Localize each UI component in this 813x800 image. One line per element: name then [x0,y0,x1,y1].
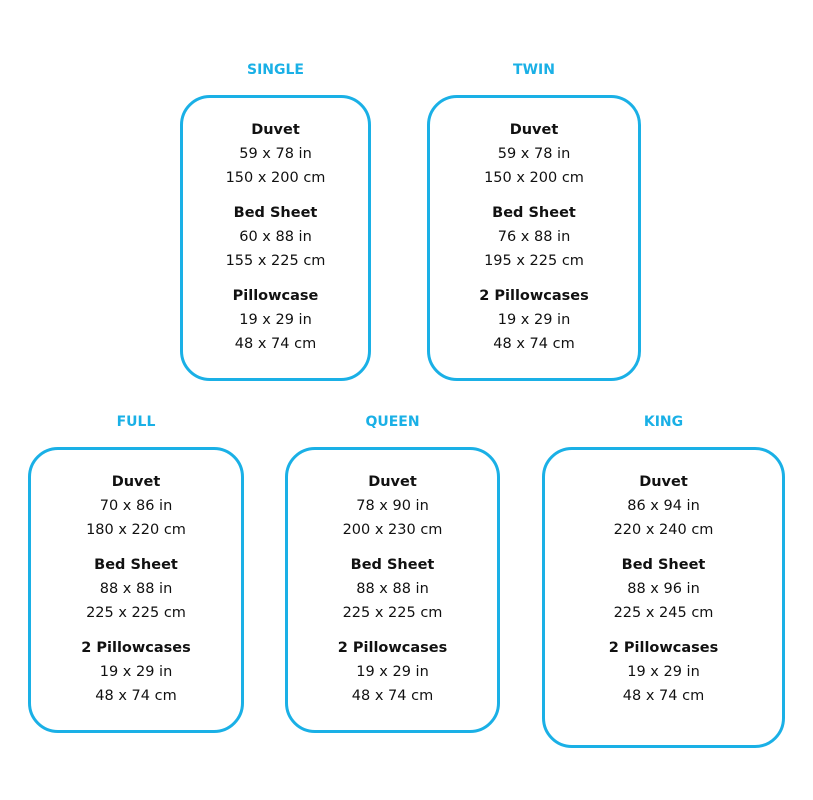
item-size-cm: 150 x 200 cm [225,170,326,186]
item-size-in: 60 x 88 in [239,229,312,245]
size-card-full: Duvet 70 x 86 in 180 x 220 cm Bed Sheet 88 x… [28,447,244,733]
item-group: 2 Pillowcases 19 x 29 in 48 x 74 cm [430,284,638,356]
item-group: Duvet 70 x 86 in 180 x 220 cm [31,470,241,542]
item-size-cm: 48 x 74 cm [95,688,177,704]
item-size-in: 19 x 29 in [627,664,700,680]
item-size-in: 78 x 90 in [356,498,429,514]
item-group: Bed Sheet 88 x 88 in 225 x 225 cm [31,553,241,625]
item-name: Duvet [111,474,161,490]
item-group: Bed Sheet 76 x 88 in 195 x 225 cm [430,201,638,273]
item-name: Bed Sheet [621,557,706,573]
item-group: Duvet 86 x 94 in 220 x 240 cm [545,470,782,542]
item-name: Bed Sheet [492,205,576,221]
item-size-in: 86 x 94 in [627,498,700,514]
item-name: Bed Sheet [350,557,435,573]
item-size-cm: 48 x 74 cm [351,688,434,704]
item-name: Pillowcase [232,288,319,304]
item-size-in: 88 x 88 in [356,581,429,597]
item-size-cm: 225 x 225 cm [86,605,186,621]
item-group: 2 Pillowcases 19 x 29 in 48 x 74 cm [545,636,782,708]
item-name: Duvet [368,474,417,490]
size-card-queen: Duvet 78 x 90 in 200 x 230 cm Bed Sheet 88 x… [285,447,500,733]
item-name: 2 Pillowcases [479,288,589,304]
item-size-in: 88 x 88 in [99,581,173,597]
item-group: Bed Sheet 88 x 88 in 225 x 225 cm [288,553,497,625]
item-size-in: 19 x 29 in [497,312,571,328]
item-group: 2 Pillowcases 19 x 29 in 48 x 74 cm [31,636,241,708]
item-name: Duvet [509,122,559,138]
item-size-in: 19 x 29 in [239,312,312,328]
item-group: Duvet 78 x 90 in 200 x 230 cm [288,470,497,542]
item-size-in: 70 x 86 in [99,498,173,514]
item-group: Bed Sheet 88 x 96 in 225 x 245 cm [545,553,782,625]
item-size-in: 88 x 96 in [627,581,700,597]
item-name: 2 Pillowcases [337,640,448,656]
item-size-cm: 195 x 225 cm [484,253,584,269]
item-size-in: 19 x 29 in [356,664,429,680]
item-size-cm: 48 x 74 cm [234,336,317,352]
item-name: Bed Sheet [94,557,178,573]
item-size-cm: 155 x 225 cm [225,253,326,269]
item-size-cm: 220 x 240 cm [613,522,714,538]
item-name: 2 Pillowcases [81,640,191,656]
item-size-cm: 180 x 220 cm [86,522,186,538]
item-group: Bed Sheet 60 x 88 in 155 x 225 cm [183,201,368,273]
item-size-cm: 200 x 230 cm [342,522,443,538]
item-group: Pillowcase 19 x 29 in 48 x 74 cm [183,284,368,356]
size-card-king: Duvet 86 x 94 in 220 x 240 cm Bed Sheet 88 x… [542,447,785,748]
item-size-cm: 225 x 245 cm [613,605,714,621]
size-card-single: Duvet 59 x 78 in 150 x 200 cm Bed Sheet 60 x… [180,95,371,381]
item-size-cm: 150 x 200 cm [484,170,584,186]
item-size-cm: 48 x 74 cm [622,688,705,704]
size-title-twin: TWIN [513,62,555,78]
size-title-queen: QUEEN [365,414,420,430]
item-size-cm: 225 x 225 cm [342,605,443,621]
item-name: 2 Pillowcases [608,640,719,656]
item-size-in: 59 x 78 in [497,146,571,162]
item-size-in: 19 x 29 in [99,664,173,680]
item-size-in: 76 x 88 in [497,229,571,245]
item-group: 2 Pillowcases 19 x 29 in 48 x 74 cm [288,636,497,708]
item-size-cm: 48 x 74 cm [493,336,575,352]
item-name: Duvet [639,474,688,490]
item-group: Duvet 59 x 78 in 150 x 200 cm [183,118,368,190]
item-name: Duvet [251,122,300,138]
item-size-in: 59 x 78 in [239,146,312,162]
item-name: Bed Sheet [233,205,318,221]
size-card-twin: Duvet 59 x 78 in 150 x 200 cm Bed Sheet 76 x… [427,95,641,381]
size-title-king: KING [643,414,684,430]
size-title-single: SINGLE [247,62,304,78]
size-title-full: FULL [116,414,156,430]
item-group: Duvet 59 x 78 in 150 x 200 cm [430,118,638,190]
